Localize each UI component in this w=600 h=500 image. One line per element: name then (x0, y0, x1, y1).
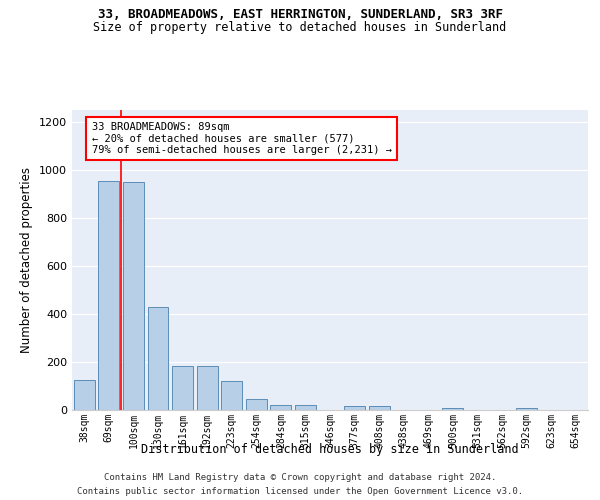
Bar (368, 406, 389, 410)
Text: Contains HM Land Registry data © Crown copyright and database right 2024.: Contains HM Land Registry data © Crown c… (104, 472, 496, 482)
Bar (172, 366, 193, 410)
Bar (246, 399, 267, 410)
Bar (295, 405, 316, 410)
Bar (442, 408, 463, 410)
Text: Size of property relative to detached houses in Sunderland: Size of property relative to detached ho… (94, 21, 506, 34)
Bar (271, 405, 292, 410)
Bar (344, 406, 365, 410)
Text: Distribution of detached houses by size in Sunderland: Distribution of detached houses by size … (141, 442, 519, 456)
Bar (197, 366, 218, 410)
Text: Contains public sector information licensed under the Open Government Licence v3: Contains public sector information licen… (77, 488, 523, 496)
Text: 33 BROADMEADOWS: 89sqm
← 20% of detached houses are smaller (577)
79% of semi-de: 33 BROADMEADOWS: 89sqm ← 20% of detached… (92, 122, 392, 155)
Bar (98, 181, 119, 410)
Bar (516, 408, 537, 410)
Bar (148, 307, 169, 410)
Bar (221, 381, 242, 410)
Bar (74, 380, 95, 410)
Bar (123, 182, 144, 410)
Y-axis label: Number of detached properties: Number of detached properties (20, 167, 34, 353)
Text: 33, BROADMEADOWS, EAST HERRINGTON, SUNDERLAND, SR3 3RF: 33, BROADMEADOWS, EAST HERRINGTON, SUNDE… (97, 8, 503, 20)
